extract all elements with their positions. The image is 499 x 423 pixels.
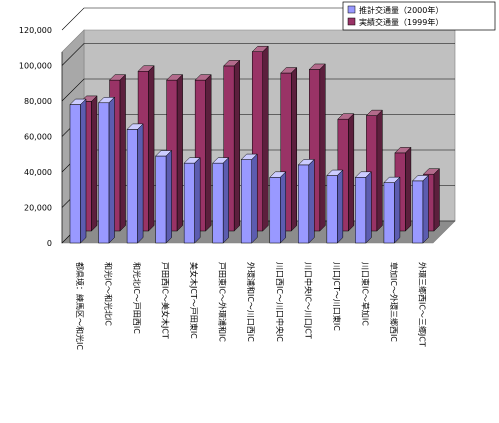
y-tick-label: 120,000 <box>19 26 52 35</box>
x-category-label: 和光IC～和光北IC <box>104 262 114 326</box>
bar-estimate-2000-side <box>280 171 287 244</box>
bar-actual-1999-side <box>405 146 412 232</box>
bar-estimate-2000 <box>411 174 430 244</box>
bar-estimate-2000 <box>69 98 87 244</box>
gridline <box>61 43 455 66</box>
bar-estimate-2000 <box>297 158 315 244</box>
legend-swatch <box>347 17 356 26</box>
bar-estimate-2000 <box>126 123 144 244</box>
x-category-label: 戸田東IC～外環浦和IC <box>218 262 228 342</box>
x-category-label: 草加IC～外環三郷西IC <box>389 262 399 342</box>
x-category-label: 川口JCT～川口東IC <box>332 262 342 331</box>
bar-estimate-2000-front <box>412 180 424 244</box>
bar-estimate-2000 <box>269 171 287 244</box>
x-category-label: 外環三郷西IC～三郷JCT <box>417 262 427 347</box>
bar-actual-1999-side <box>319 63 326 232</box>
bar-estimate-2000-front <box>240 159 252 244</box>
bar-estimate-2000-front <box>212 162 224 244</box>
bar-actual-1999-side <box>176 74 183 232</box>
bar-estimate-2000 <box>212 157 230 244</box>
x-category-label: 川口西IC～川口中央IC <box>275 262 285 342</box>
bar-actual-1999 <box>194 74 212 232</box>
bar-estimate-2000 <box>383 176 401 244</box>
x-category-label: 美女木JCT～戸田東IC <box>189 262 199 339</box>
y-tick-label: 100,000 <box>19 62 52 71</box>
bar-actual-1999-side <box>148 65 155 232</box>
bar-estimate-2000-front <box>126 129 138 244</box>
bar-estimate-2000-side <box>222 157 229 244</box>
bar-actual-1999-side <box>119 74 126 232</box>
x-category-label: 川口中央IC～川口JCT <box>303 262 313 339</box>
x-category-label: 外環浦和IC～川口西IC <box>246 262 256 342</box>
bar-estimate-2000-front <box>383 182 395 244</box>
bar-estimate-2000-side <box>165 149 172 244</box>
bar-estimate-2000-front <box>98 102 110 244</box>
bar-estimate-2000-front <box>355 177 367 244</box>
bar-actual-1999-side <box>291 66 298 232</box>
legend-box <box>342 1 496 31</box>
bar-estimate-2000-side <box>251 153 258 244</box>
x-category-label: 戸田西IC～美女木JCT <box>161 262 171 339</box>
bar-estimate-2000-side <box>422 174 429 244</box>
y-tick-label: 60,000 <box>24 133 52 142</box>
legend-label: 推計交通量（2000年） <box>359 5 443 15</box>
bar-actual-1999-side <box>91 95 98 232</box>
bar-actual-1999-side <box>348 113 355 232</box>
y-tick-label: 40,000 <box>24 168 52 177</box>
bar-estimate-2000 <box>326 169 344 244</box>
bar-estimate-2000 <box>155 149 173 244</box>
bar-estimate-2000-side <box>394 176 401 244</box>
bar-estimate-2000-front <box>183 162 195 244</box>
gridline <box>61 78 455 102</box>
bar-estimate-2000-side <box>108 96 115 244</box>
bar-estimate-2000 <box>183 157 201 244</box>
bar-estimate-2000-front <box>69 104 81 244</box>
bar-estimate-2000 <box>354 171 372 244</box>
y-tick-label: 20,000 <box>24 204 52 213</box>
bar-actual-1999 <box>223 59 241 232</box>
bar-estimate-2000-side <box>337 169 344 244</box>
bar-actual-1999 <box>251 45 269 232</box>
bar-actual-1999-side <box>233 59 240 232</box>
bar-estimate-2000-side <box>137 123 144 244</box>
y-tick-label: 0 <box>47 239 52 248</box>
bar-estimate-2000-front <box>326 175 338 244</box>
bar-estimate-2000-front <box>269 177 281 244</box>
bar-estimate-2000-side <box>365 171 372 244</box>
bar-estimate-2000-side <box>80 98 87 244</box>
x-category-label: 川口東IC～草加IC <box>360 262 370 326</box>
bar-actual-1999-side <box>262 45 269 232</box>
x-category-label: 都県境：練馬区～和光IC <box>75 262 85 350</box>
x-category-label: 和光北IC～戸田西IC <box>132 262 142 334</box>
bar-estimate-2000-front <box>155 155 167 244</box>
bar-actual-1999-side <box>433 168 440 232</box>
gridline <box>61 7 455 31</box>
legend-label: 実績交通量（1999年） <box>359 17 443 27</box>
bar-estimate-2000-side <box>194 157 201 244</box>
bar-estimate-2000-front <box>298 164 310 244</box>
legend-swatch <box>347 5 356 14</box>
bar-estimate-2000-side <box>308 158 315 244</box>
bar-actual-1999-side <box>205 74 212 232</box>
bar-estimate-2000 <box>240 153 258 244</box>
bar-estimate-2000 <box>97 96 116 244</box>
bar-actual-1999-side <box>376 109 383 232</box>
y-tick-label: 80,000 <box>24 97 52 106</box>
